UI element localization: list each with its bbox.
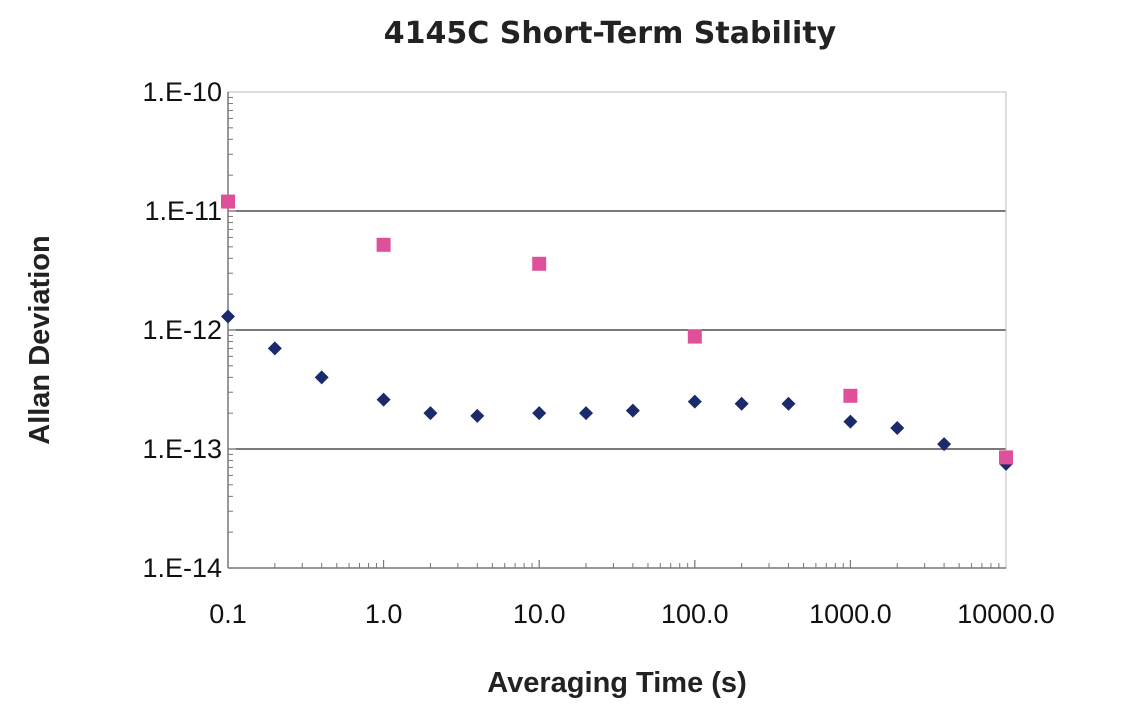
x-axis-title: Averaging Time (s) [487,667,746,699]
data-point-diamond [221,309,235,324]
x-tick-label: 0.1 [209,599,247,629]
data-point-diamond [843,414,858,429]
series-square-points [221,194,1013,465]
data-point-square [843,388,858,403]
data-point-diamond [423,406,438,421]
data-point-square [687,329,702,344]
data-point-diamond [376,392,391,407]
y-tick-label: 1.E-12 [142,315,222,345]
x-tick-label: 10000.0 [957,599,1055,629]
data-point-diamond [532,406,547,421]
x-tick-labels: 0.1 1.0 10.0 100.0 1000.0 10000.0 [209,599,1055,629]
y-tick-label: 1.E-10 [142,77,222,107]
data-point-square [376,237,391,252]
x-tick-label: 10.0 [513,599,566,629]
data-point-square [999,450,1013,465]
data-point-diamond [687,394,702,409]
minor-ticks [227,91,1007,569]
series-diamond-points [221,309,1013,471]
y-tick-label: 1.E-11 [144,196,222,226]
data-point-square [221,194,235,209]
data-point-square [532,256,547,271]
x-tick-label: 100.0 [661,599,729,629]
data-point-diamond [625,403,640,418]
data-point-diamond [579,406,594,421]
grid-lines [228,210,1006,450]
x-tick-label: 1.0 [365,599,403,629]
chart-title: 4145C Short-Term Stability [384,16,837,51]
y-tick-label: 1.E-13 [142,434,222,464]
data-point-diamond [937,437,952,452]
data-point-diamond [314,370,329,385]
y-tick-label: 1.E-14 [142,553,222,583]
y-axis-title: Allan Deviation [24,235,56,445]
y-tick-labels: 1.E-14 1.E-13 1.E-12 1.E-11 1.E-10 [142,77,222,583]
x-tick-label: 1000.0 [809,599,892,629]
data-point-diamond [734,396,749,411]
data-point-diamond [781,396,796,411]
data-point-diamond [267,341,282,356]
data-point-diamond [470,408,485,423]
data-point-diamond [890,421,905,436]
